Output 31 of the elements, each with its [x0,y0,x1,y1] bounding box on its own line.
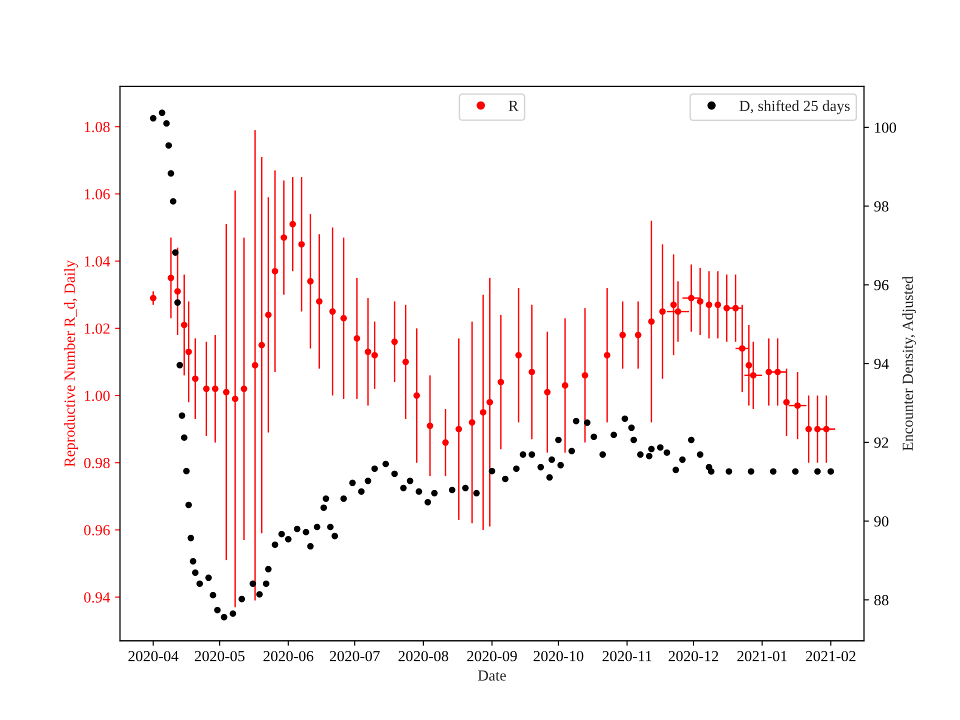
y-tick-label: 0.98 [84,458,110,468]
y2-axis-title: Encounter Density, Adjusted [902,276,916,451]
y-tick-label: 0.94 [84,592,110,603]
y2-tick-label: 90 [874,516,888,527]
y-tick-label: 1.08 [84,122,110,132]
x-tick-label: 2020-11 [602,650,652,662]
y-tick-label: 1.00 [84,390,110,402]
x-tick-label: 2020-05 [194,650,245,662]
x-tick-label: 2020-07 [330,650,380,662]
y2-tick-label: 96 [874,280,889,290]
x-tick-label: 2020-10 [534,650,584,662]
y-tick-label: 1.04 [84,256,110,267]
y2-tick-label: 98 [874,201,888,212]
y-axis-title: Reproductive Number R_d, Daily [64,260,78,467]
x-tick-label: 2020-09 [467,650,517,662]
x-tick-label: 2020-12 [668,650,718,662]
y2-tick-label: 88 [874,594,888,606]
legend-label: R [508,100,518,111]
y2-tick-label: 92 [874,438,888,448]
y2-tick-label: 100 [875,122,896,133]
x-tick-label: 2021-02 [806,650,856,662]
y-tick-label: 1.02 [84,323,110,334]
x-tick-label: 2020-08 [398,650,448,662]
legend-label: D, shifted 25 days [740,100,850,114]
x-tick-label: 2020-04 [128,650,178,662]
x-tick-label: 2021-01 [737,650,787,662]
y-tick-label: 1.06 [84,189,110,200]
x-tick-label: 2020-06 [263,650,314,662]
y2-tick-label: 94 [874,358,889,370]
y-tick-label: 0.96 [84,525,110,536]
x-axis-title: Date [478,670,506,681]
